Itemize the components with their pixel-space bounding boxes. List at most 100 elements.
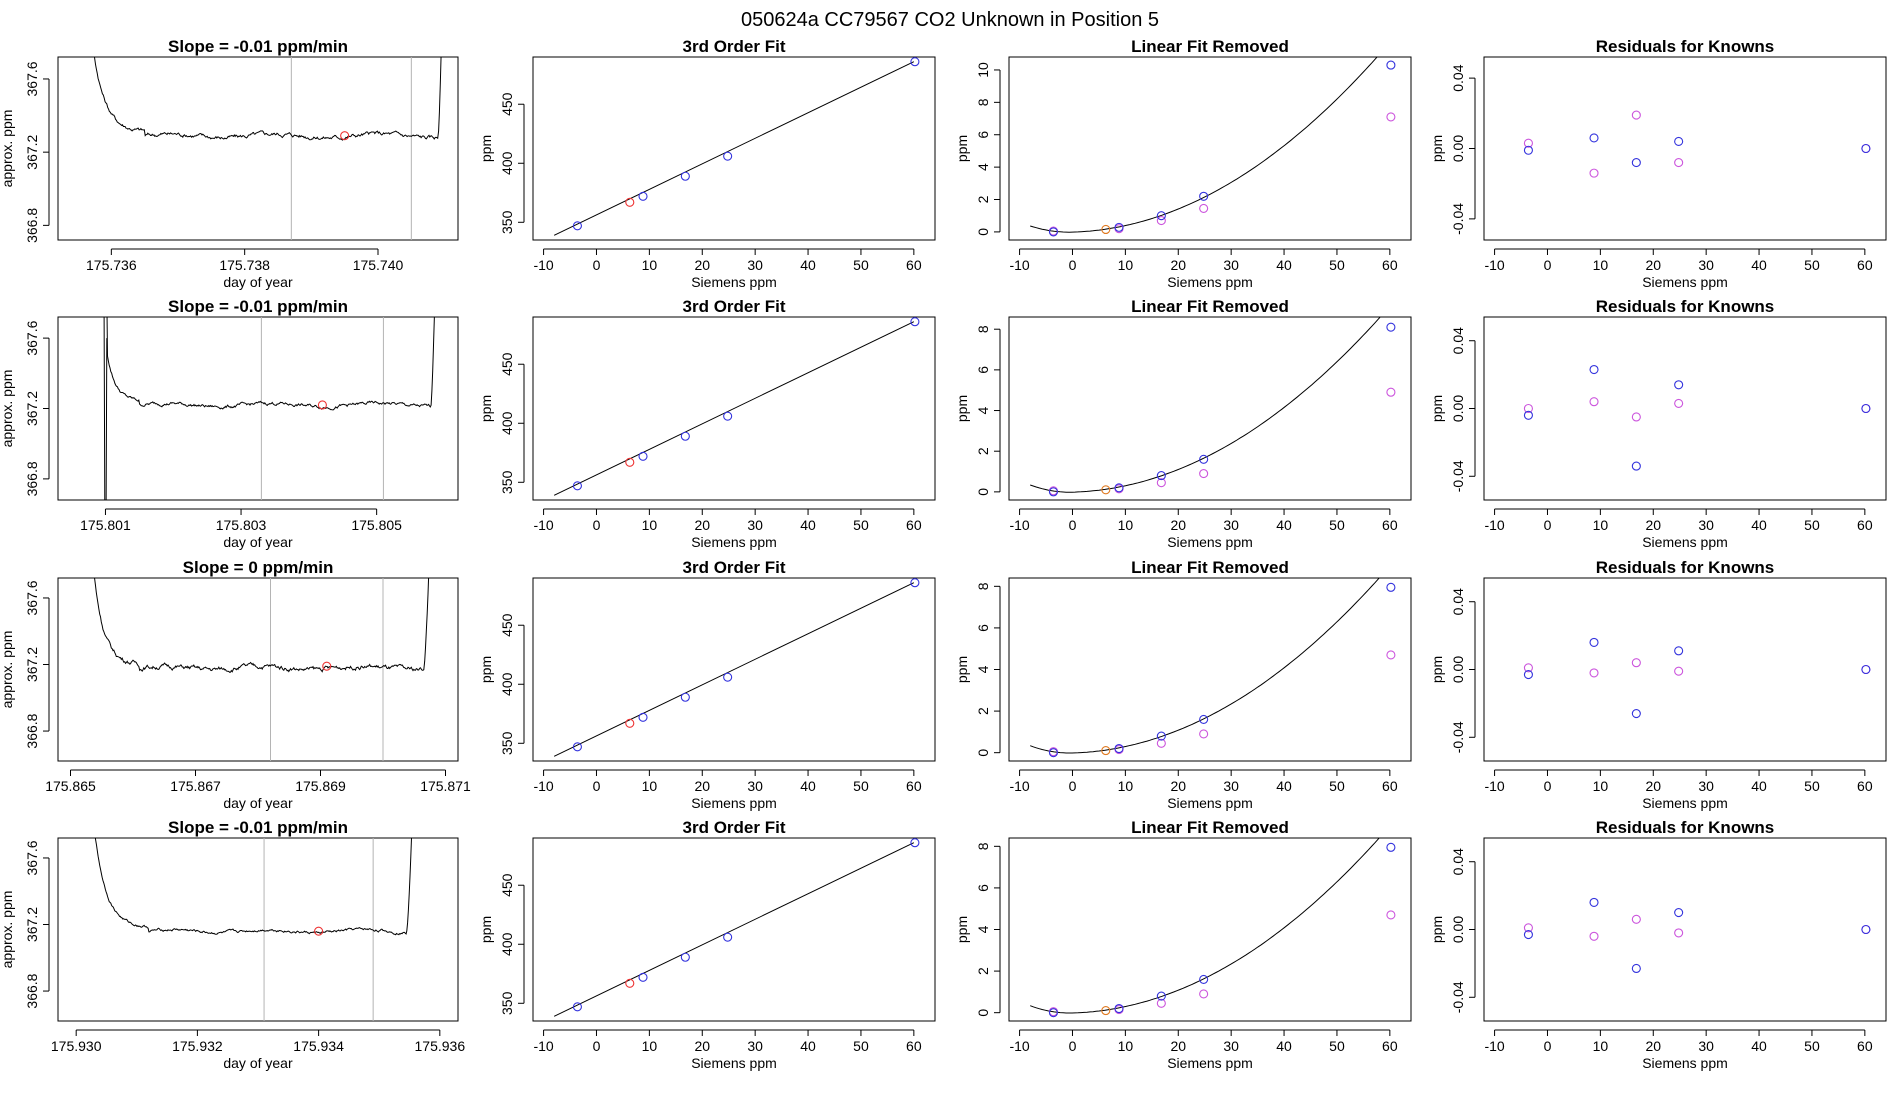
magenta-residual bbox=[1523, 663, 1533, 673]
magenta-residual bbox=[1523, 138, 1533, 148]
plot-frame bbox=[532, 577, 936, 762]
y-tick-label: 367.2 bbox=[24, 647, 40, 682]
magenta-residual bbox=[1631, 658, 1641, 668]
x-tick-label: -10 bbox=[533, 778, 553, 794]
plot-frame bbox=[57, 837, 459, 1022]
x-tick-label: 20 bbox=[694, 1038, 710, 1054]
x-tick-label: 20 bbox=[694, 257, 710, 273]
x-axis-label: Siemens ppm bbox=[1642, 1055, 1728, 1071]
x-tick-label: 0 bbox=[593, 1038, 601, 1054]
blue-residual bbox=[1589, 133, 1599, 143]
magenta-residual bbox=[1674, 158, 1684, 168]
x-tick-label: 0 bbox=[593, 257, 601, 273]
y-tick-label: 6 bbox=[975, 884, 991, 892]
y-tick-label: 2 bbox=[975, 447, 991, 455]
blue-residual bbox=[1523, 670, 1533, 680]
known-point bbox=[1156, 991, 1166, 1001]
x-axis-label: Siemens ppm bbox=[691, 274, 777, 290]
x-tick-label: 175.801 bbox=[80, 517, 131, 533]
known-point bbox=[1199, 191, 1209, 201]
x-tick-label: 40 bbox=[1276, 517, 1292, 533]
panel-title: Residuals for Knowns bbox=[1596, 37, 1775, 56]
panel-title: Linear Fit Removed bbox=[1131, 297, 1289, 316]
y-tick-label: 4 bbox=[975, 925, 991, 933]
x-tick-label: 50 bbox=[853, 257, 869, 273]
x-tick-label: 30 bbox=[1698, 1038, 1714, 1054]
plot-frame bbox=[1483, 837, 1887, 1022]
x-tick-label: 30 bbox=[747, 257, 763, 273]
y-tick-label: 400 bbox=[499, 672, 515, 696]
blue-residual bbox=[1589, 637, 1599, 647]
y-tick-label: 400 bbox=[499, 151, 515, 175]
x-tick-label: 30 bbox=[1223, 1038, 1239, 1054]
y-tick-label: 0.04 bbox=[1450, 64, 1466, 91]
plot-area bbox=[553, 578, 920, 757]
x-tick-label: 50 bbox=[1804, 257, 1820, 273]
x-tick-label: 20 bbox=[1645, 517, 1661, 533]
x-tick-label: 20 bbox=[1170, 257, 1186, 273]
y-tick-label: 0.00 bbox=[1450, 395, 1466, 422]
x-axis-label: Siemens ppm bbox=[1642, 534, 1728, 550]
magenta-point bbox=[1386, 910, 1396, 920]
known-point bbox=[1386, 322, 1396, 332]
y-tick-label: 366.8 bbox=[24, 461, 40, 496]
x-axis-label: Siemens ppm bbox=[691, 534, 777, 550]
plot-area bbox=[553, 57, 920, 236]
figure-title: 050624a CC79567 CO2 Unknown in Position … bbox=[741, 9, 1159, 31]
magenta-point bbox=[1199, 729, 1209, 739]
x-tick-label: 175.867 bbox=[170, 778, 221, 794]
known-point bbox=[638, 972, 648, 982]
y-tick-label: 2 bbox=[975, 967, 991, 975]
plot-area bbox=[1523, 637, 1871, 719]
magenta-point bbox=[1199, 469, 1209, 479]
y-tick-label: 2 bbox=[975, 195, 991, 203]
panel-title: Slope = -0.01 ppm/min bbox=[168, 818, 348, 837]
magenta-point bbox=[1386, 650, 1396, 660]
x-axis-label: Siemens ppm bbox=[1642, 795, 1728, 811]
known-point bbox=[910, 838, 920, 848]
panel-timeseries-row-1: Slope = -0.01 ppm/min 175.736 175.738 175.7… bbox=[0, 37, 459, 290]
known-point bbox=[680, 171, 690, 181]
known-point bbox=[723, 151, 733, 161]
blue-residual bbox=[1674, 908, 1684, 918]
known-point bbox=[910, 578, 920, 588]
panel-title: Residuals for Knowns bbox=[1596, 297, 1775, 316]
plot-area bbox=[1523, 897, 1871, 974]
unknown-point bbox=[1101, 746, 1111, 756]
y-tick-label: 350 bbox=[499, 470, 515, 494]
panel-fit-row-2: 3rd Order Fit -10 0 10 20 30 40 50 60 Siemens ppm… bbox=[478, 297, 936, 550]
plot-frame bbox=[1483, 577, 1887, 762]
x-tick-label: 40 bbox=[1751, 1038, 1767, 1054]
known-point bbox=[572, 742, 582, 752]
y-axis-label: ppm bbox=[1429, 135, 1445, 162]
known-point bbox=[1048, 227, 1058, 237]
known-point bbox=[1048, 487, 1058, 497]
blue-residual bbox=[1631, 709, 1641, 719]
y-tick-label: 4 bbox=[975, 163, 991, 171]
fit-curve bbox=[1030, 317, 1381, 493]
y-tick-label: 350 bbox=[499, 991, 515, 1015]
x-tick-label: 0 bbox=[1069, 517, 1077, 533]
x-tick-label: 10 bbox=[1593, 257, 1609, 273]
x-tick-label: 60 bbox=[906, 778, 922, 794]
panel-timeseries-row-3: Slope = 0 ppm/min 175.865 175.867 175.869 17… bbox=[0, 558, 471, 811]
x-tick-label: 60 bbox=[1382, 778, 1398, 794]
unknown-point bbox=[625, 718, 635, 728]
plot-frame bbox=[1008, 56, 1412, 241]
x-tick-label: 20 bbox=[1645, 1038, 1661, 1054]
x-axis-label: Siemens ppm bbox=[691, 1055, 777, 1071]
unknown-point bbox=[625, 978, 635, 988]
blue-residual bbox=[1523, 410, 1533, 420]
x-tick-label: 10 bbox=[1118, 517, 1134, 533]
y-tick-label: 400 bbox=[499, 411, 515, 435]
x-tick-label: -10 bbox=[533, 1038, 553, 1054]
x-tick-label: -10 bbox=[1484, 778, 1504, 794]
blue-residual bbox=[1523, 145, 1533, 155]
y-tick-label: 450 bbox=[499, 613, 515, 637]
panel-residuals-row-2: Residuals for Knowns -10 0 10 20 30 40 50 60 Siem… bbox=[1429, 297, 1887, 550]
x-tick-label: 175.740 bbox=[353, 257, 404, 273]
x-tick-label: 40 bbox=[1751, 257, 1767, 273]
concentration-trace bbox=[94, 838, 412, 936]
panel-residuals-row-3: Residuals for Knowns -10 0 10 20 30 40 50 60 Siem… bbox=[1429, 558, 1887, 811]
